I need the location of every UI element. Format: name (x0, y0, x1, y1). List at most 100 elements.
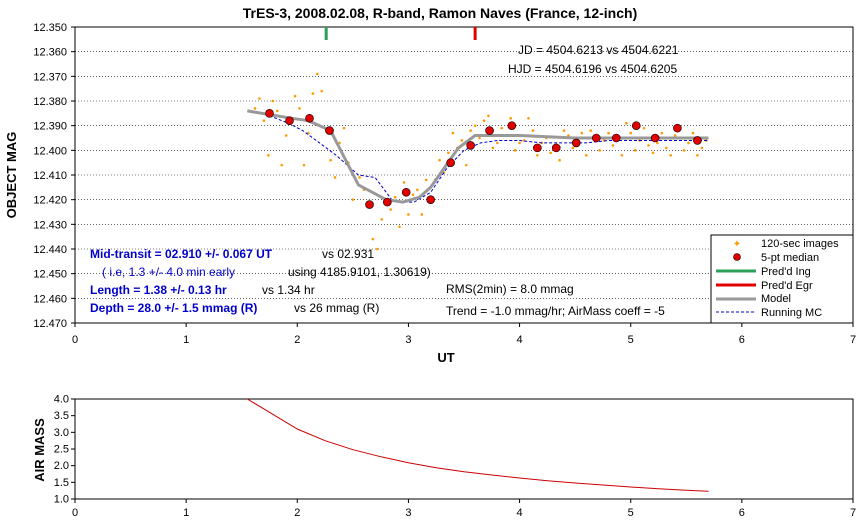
raw-point (358, 176, 361, 179)
airmass-x-tick-label: 0 (72, 507, 78, 519)
airmass-y-tick-label: 3.5 (54, 410, 69, 422)
raw-point (607, 131, 610, 135)
raw-point (315, 72, 319, 76)
raw-point (420, 213, 424, 216)
jd-annotation: JD = 4504.6213 vs 4504.6221 (518, 43, 679, 57)
median-point (383, 197, 392, 207)
raw-point (584, 153, 588, 157)
raw-point (298, 107, 301, 110)
raw-point (624, 121, 628, 125)
airmass-x-tick-label: 5 (628, 507, 634, 519)
raw-point (258, 97, 261, 100)
raw-point (280, 163, 284, 167)
raw-point (416, 188, 419, 192)
raw-point (669, 153, 673, 157)
median-point (611, 133, 621, 143)
raw-point (464, 163, 468, 167)
raw-point (478, 136, 481, 140)
raw-point (262, 119, 266, 123)
raw-point (642, 126, 646, 130)
median-point (551, 143, 561, 153)
raw-point (311, 92, 315, 95)
raw-point (558, 158, 561, 162)
median-point (591, 133, 601, 143)
y-tick-label: 12.400 (33, 145, 67, 157)
airmass-plot-area (74, 398, 854, 500)
raw-point (271, 99, 275, 103)
median-point (285, 116, 294, 126)
raw-point (562, 129, 566, 132)
median-point (401, 187, 411, 197)
median-point (650, 133, 660, 143)
y-tick-label: 12.370 (33, 71, 67, 83)
predicted-markers (324, 27, 477, 40)
mid-transit-text: Mid-transit = 02.910 +/- 0.067 UT (90, 247, 273, 261)
raw-point (664, 146, 668, 150)
mid-transit-vs: vs 02.931 (322, 247, 374, 261)
raw-point (380, 218, 384, 221)
median-point (365, 200, 374, 209)
y-tick-label: 12.450 (33, 269, 67, 281)
raw-point (284, 134, 288, 137)
depth-vs: vs 26 mmag (R) (294, 301, 379, 315)
raw-point (253, 107, 257, 110)
y-tick-label: 12.350 (33, 22, 67, 34)
raw-point (487, 114, 490, 118)
airmass-y-tick-label: 1.5 (54, 477, 69, 489)
raw-point (696, 153, 699, 157)
x-tick-label: 5 (628, 334, 634, 346)
median-point (571, 138, 581, 148)
series-running-mc (269, 115, 709, 203)
raw-point (267, 153, 270, 157)
x-tick-label: 0 (72, 334, 78, 346)
y-tick-label: 12.470 (33, 318, 67, 330)
raw-point (513, 149, 517, 152)
median-point (325, 126, 334, 135)
raw-point (598, 149, 601, 152)
x-axis-label: UT (437, 350, 454, 365)
legend: ✦ 120-sec images 5-pt median Pred'd Ing … (710, 234, 854, 324)
raw-point (447, 151, 450, 155)
raw-point (620, 153, 624, 157)
y-tick-label: 12.410 (33, 170, 67, 182)
raw-point (302, 163, 306, 167)
raw-point (393, 195, 397, 199)
raw-point (647, 144, 650, 147)
raw-point (536, 153, 539, 157)
legend-label-raw: 120-sec images (761, 238, 839, 250)
y-tick-label: 12.460 (33, 293, 67, 305)
raw-point (651, 151, 655, 155)
raw-point (342, 126, 346, 130)
y-tick-label: 12.420 (33, 195, 67, 207)
raw-point (673, 134, 677, 137)
airmass-y-tick-label: 1.0 (54, 494, 69, 506)
x-tick-label: 2 (294, 334, 300, 346)
x-tick-label: 4 (517, 334, 523, 346)
raw-point (398, 225, 401, 229)
hjd-annotation: HJD = 4504.6196 vs 4504.6205 (508, 62, 677, 76)
trend-text: Trend = -1.0 mmag/hr; AirMass coeff = -5 (446, 304, 665, 318)
airmass-y-tick-label: 2.0 (54, 460, 69, 472)
raw-point (660, 131, 664, 135)
median-point (265, 109, 274, 118)
x-tick-label: 1 (183, 334, 189, 346)
y-axis-label: OBJECT MAG (4, 132, 19, 219)
y-tick-label: 12.380 (33, 96, 67, 108)
length-vs: vs 1.34 hr (262, 283, 315, 297)
raw-point (351, 198, 355, 201)
y-tick-label: 12.360 (33, 47, 67, 59)
length-text: Length = 1.38 +/- 0.13 hr (90, 283, 227, 297)
raw-point (293, 94, 297, 98)
raw-point (451, 131, 455, 135)
upper-x-ticks: 0 1 2 3 4 5 6 7 (72, 323, 856, 346)
raw-point (376, 247, 379, 251)
x-tick-label: 7 (850, 334, 856, 346)
early-text: ( i.e, 1.3 +/- 4.0 min early (102, 265, 235, 279)
airmass-x-tick-label: 4 (517, 507, 523, 519)
raw-point (407, 213, 410, 216)
raw-point (687, 141, 690, 145)
legend-label-egress: Pred'd Egr (761, 280, 813, 292)
raw-point (402, 181, 406, 184)
median-point (693, 136, 702, 145)
